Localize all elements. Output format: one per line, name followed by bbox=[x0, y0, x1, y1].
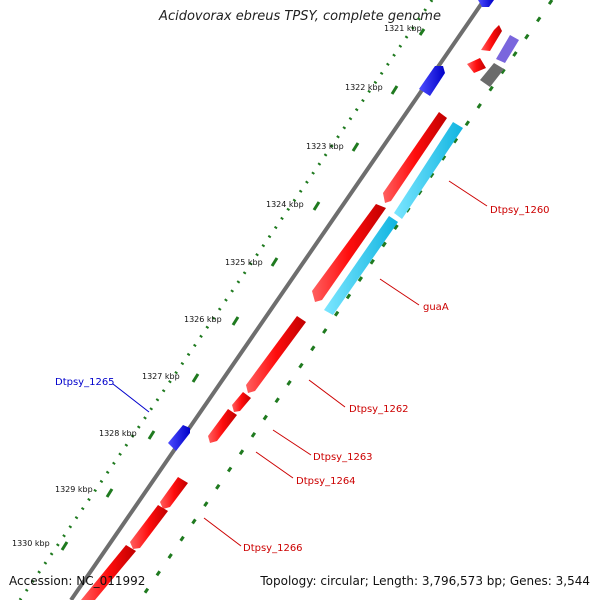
forward-gene-arrow[interactable] bbox=[81, 545, 136, 600]
forward-gene-arrow[interactable] bbox=[130, 505, 168, 549]
scale-label: 1328 kbp bbox=[99, 429, 137, 438]
gene-Dtpsy_1264[interactable] bbox=[208, 409, 237, 443]
gene-Dtpsy_1262[interactable] bbox=[246, 316, 306, 393]
gene-guaA[interactable] bbox=[312, 204, 386, 302]
gene-label[interactable]: Dtpsy_1264 bbox=[296, 476, 356, 487]
forward-gene-arrow[interactable] bbox=[481, 25, 502, 51]
accession-text: Accession: NC_011992 bbox=[9, 574, 146, 588]
gene-label[interactable]: Dtpsy_1262 bbox=[349, 404, 409, 415]
leader-line bbox=[379, 278, 420, 306]
gene-Dtpsy_1266[interactable] bbox=[160, 477, 188, 509]
genome-summary-text: Topology: circular; Length: 3,796,573 bp… bbox=[260, 574, 590, 588]
leader-line bbox=[308, 379, 346, 408]
scale-major-ticks bbox=[60, 28, 426, 551]
reverse-gene-arrow[interactable] bbox=[419, 66, 445, 96]
scale-label: 1322 kbp bbox=[345, 83, 383, 92]
scale-label: 1329 kbp bbox=[55, 485, 93, 494]
map-title: Acidovorax ebreus TPSY, complete genome bbox=[159, 9, 441, 24]
leader-line bbox=[272, 429, 312, 456]
scale-label: 1323 kbp bbox=[306, 142, 344, 151]
gene-label[interactable]: Dtpsy_1265 bbox=[55, 377, 115, 388]
gene-label[interactable]: Dtpsy_1266 bbox=[243, 543, 303, 554]
leader-line bbox=[448, 180, 488, 207]
outer-tick-track bbox=[18, 0, 434, 600]
scale-label: 1330 kbp bbox=[12, 539, 50, 548]
leader-line bbox=[203, 517, 242, 547]
scale-label: 1324 kbp bbox=[266, 200, 304, 209]
feature-other[interactable] bbox=[480, 63, 504, 87]
forward-gene-arrow[interactable] bbox=[467, 58, 486, 73]
scale-label: 1325 kbp bbox=[225, 258, 263, 267]
leader-line bbox=[112, 383, 150, 413]
gene-Dtpsy_1260[interactable] bbox=[383, 112, 447, 203]
leader-line bbox=[255, 451, 294, 479]
gene-Dtpsy_1263[interactable] bbox=[232, 392, 251, 412]
feature-other[interactable] bbox=[496, 35, 519, 63]
gene-label[interactable]: Dtpsy_1260 bbox=[490, 205, 550, 216]
gene-label[interactable]: Dtpsy_1263 bbox=[313, 452, 373, 463]
reverse-gene-arrow[interactable] bbox=[478, 0, 494, 7]
scale-label: 1326 kbp bbox=[184, 315, 222, 324]
scale-label: 1327 kbp bbox=[142, 372, 180, 381]
feature-cyan[interactable] bbox=[324, 216, 398, 315]
genome-backbone bbox=[69, 0, 486, 600]
gene-label[interactable]: guaA bbox=[423, 302, 449, 313]
feature-cyan[interactable] bbox=[394, 122, 463, 219]
scale-label: 1321 kbp bbox=[384, 24, 422, 33]
gene-Dtpsy_1265[interactable] bbox=[168, 425, 190, 451]
